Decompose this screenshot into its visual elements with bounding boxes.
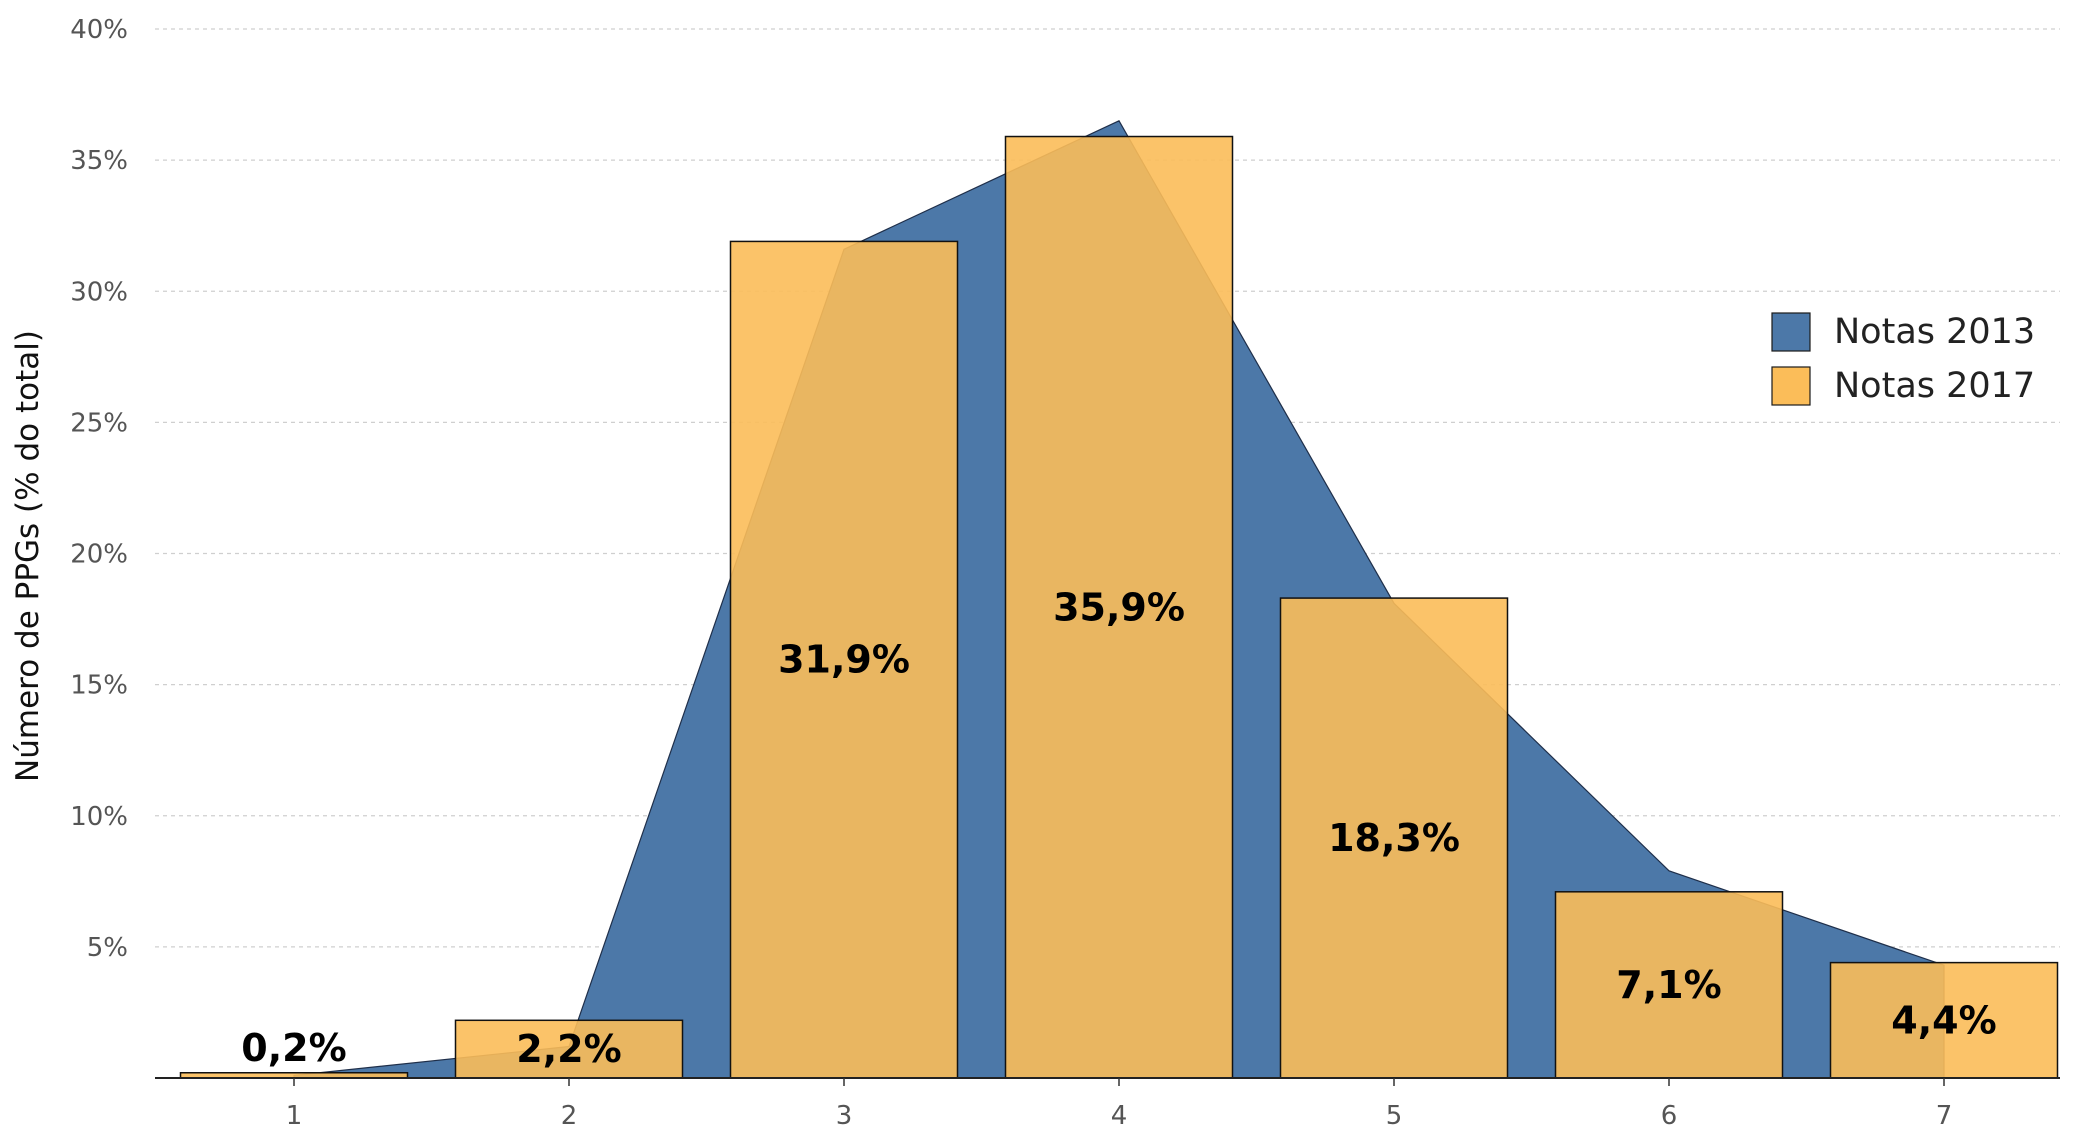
bar-value-label: 4,4% [1891,998,1996,1042]
legend-label: Notas 2013 [1834,312,2035,352]
bar-3 [729,240,959,1079]
bar-data-labels: 0,2% 2,2% 31,9% 35,9% 18,3% 7,1% 4,4% [241,585,1996,1071]
y-tick-label: 15% [70,671,128,701]
y-tick-label: 10% [70,802,128,832]
x-tick-label: 5 [1386,1101,1403,1131]
legend: Notas 2013 Notas 2017 [1771,312,2035,406]
y-tick-label: 20% [70,540,128,570]
x-tick-label: 4 [1111,1101,1128,1131]
bar-value-label: 2,2% [516,1027,621,1071]
y-tick-label: 35% [70,146,128,176]
legend-swatch [1771,366,1811,406]
bar-value-label: 18,3% [1328,816,1460,860]
y-axis-title: Número de PPGs (% do total) [10,330,46,782]
y-tick-label: 5% [87,933,128,963]
x-tick-label: 1 [286,1101,303,1131]
bar-2 [454,1019,684,1079]
bar-4 [1004,135,1234,1079]
legend-swatch [1771,312,1811,352]
bar-value-label: 0,2% [241,1026,346,1070]
x-tick-label: 3 [836,1101,853,1131]
bar-5 [1279,597,1509,1079]
x-tick-label: 6 [1661,1101,1678,1131]
bar-value-label: 31,9% [778,638,910,682]
bar-value-label: 7,1% [1616,963,1721,1007]
x-axis-ticks: 1 2 3 4 5 6 7 [286,1078,1953,1131]
y-tick-label: 40% [70,15,128,45]
x-tick-label: 2 [561,1101,578,1131]
bar-value-label: 35,9% [1053,585,1185,629]
y-axis-ticks: 5% 10% 15% 20% 25% 30% 35% 40% [70,15,128,963]
y-tick-label: 30% [70,277,128,307]
series-notas-2017 [179,135,2059,1079]
y-tick-label: 25% [70,408,128,438]
bar-7 [1829,961,2059,1079]
legend-label: Notas 2017 [1834,366,2035,406]
x-tick-label: 7 [1936,1101,1953,1131]
